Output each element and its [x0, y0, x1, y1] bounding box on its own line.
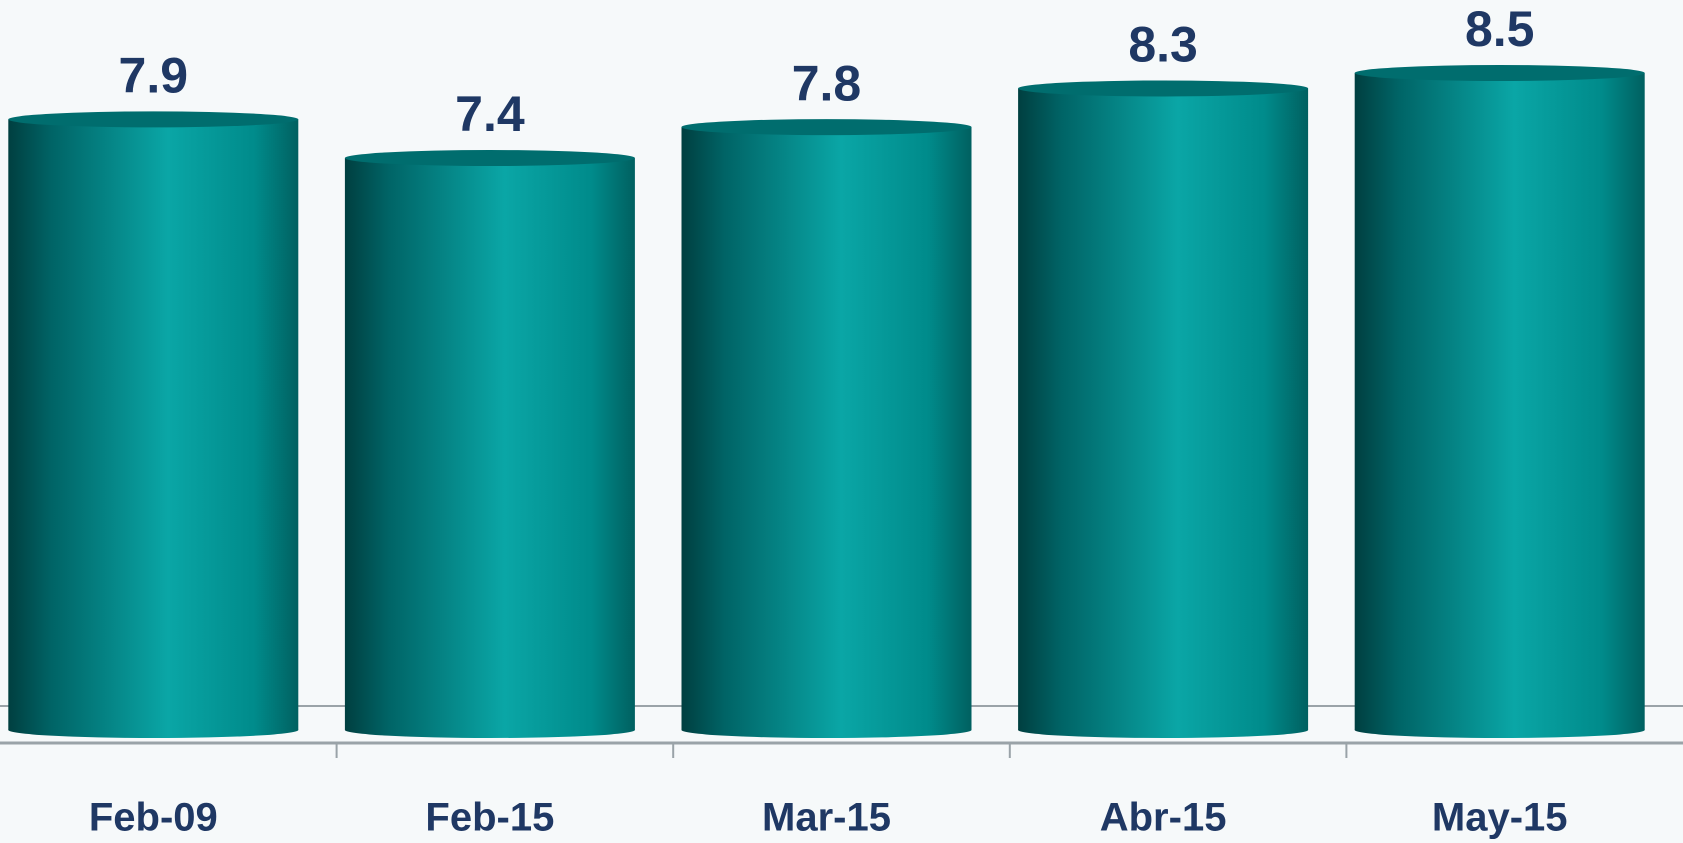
x-tick-label: Mar-15 — [762, 796, 891, 840]
bar — [8, 119, 298, 730]
x-tick-label: Feb-09 — [89, 796, 218, 840]
value-label: 8.3 — [1128, 17, 1198, 73]
chart: Feb-09 7.9 Feb-15 7.4 Mar-15 7.8 Abr-15 8.3 May-… — [0, 0, 1683, 843]
value-label: 7.8 — [792, 55, 862, 111]
plot-area: Feb-09 7.9 Feb-15 7.4 Mar-15 7.8 Abr-15 8.3 May-… — [8, 1, 1644, 839]
value-label: 8.5 — [1465, 1, 1535, 57]
bar-top — [682, 119, 972, 135]
bar — [682, 127, 972, 730]
bar-top — [8, 111, 298, 127]
x-tick-label: Abr-15 — [1100, 796, 1227, 840]
bar-top — [1018, 80, 1308, 96]
value-label: 7.9 — [119, 48, 189, 104]
bar — [1018, 88, 1308, 730]
bar — [345, 158, 635, 730]
value-label: 7.4 — [455, 86, 525, 142]
bar-top — [1355, 65, 1645, 81]
x-tick-label: May-15 — [1432, 796, 1568, 840]
bar-top — [345, 150, 635, 166]
x-tick-label: Feb-15 — [425, 796, 554, 840]
bar — [1355, 73, 1645, 730]
